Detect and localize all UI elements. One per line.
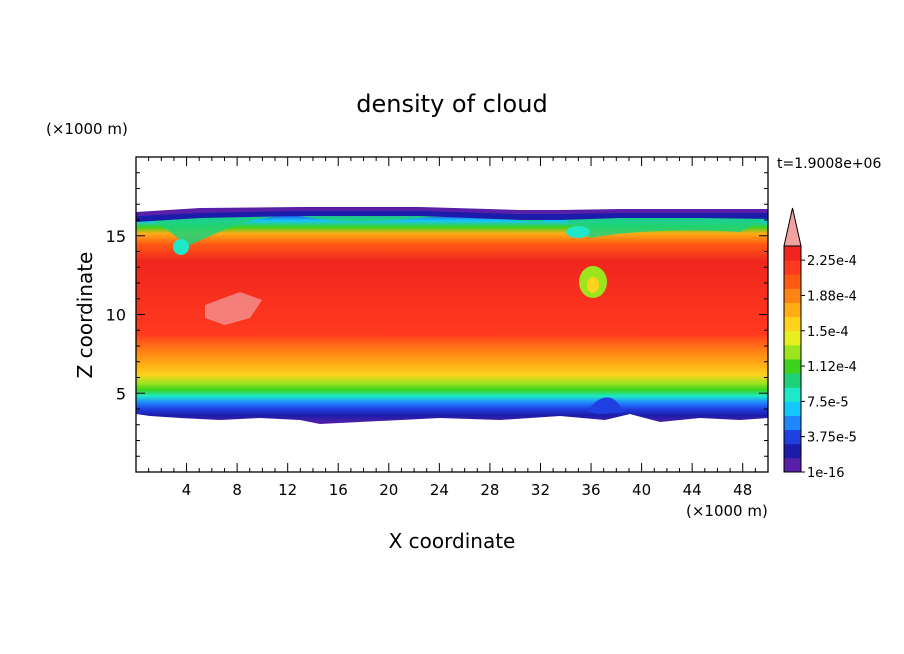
- turret-left: [173, 239, 189, 255]
- x-tick-label: 4: [182, 481, 192, 499]
- x-tick-label: 32: [531, 481, 550, 499]
- cloud-field: [136, 207, 768, 424]
- x-tick-label: 20: [379, 481, 398, 499]
- speckle-region: [205, 292, 262, 325]
- cloud-top-rim: [136, 207, 768, 216]
- x-tick-label: 8: [232, 481, 242, 499]
- colorbar-segment: [784, 344, 801, 360]
- colorbar-label: 3.75e-5: [807, 431, 857, 446]
- y-tick-label: 15: [106, 227, 126, 246]
- colorbar-segment: [784, 302, 801, 318]
- x-axis-ticks: 4 8 12 16 20 24 28 32 36 40 44 48: [148, 157, 756, 499]
- updraft-center: [587, 277, 599, 293]
- x-tick-label: 48: [733, 481, 752, 499]
- colorbar-segment: [784, 415, 801, 431]
- time-label: t=1.9008e+06: [777, 156, 881, 172]
- chart-title: density of cloud: [356, 90, 547, 118]
- x-tick-label: 36: [581, 481, 600, 499]
- colorbar-segment: [784, 288, 801, 303]
- colorbar: 1e-16 3.75e-5 7.5e-5 1.12e-4 1.5e-4 1.88e-4 2.…: [783, 207, 857, 481]
- y-tick-label: 10: [106, 306, 126, 325]
- cloud-top-band: [140, 214, 768, 245]
- y-axis-label: Z coordinate: [73, 252, 97, 379]
- colorbar-label: 1e-16: [807, 466, 845, 481]
- lower-disturbance: [588, 397, 626, 414]
- x-tick-label: 12: [278, 481, 297, 499]
- colorbar-segment: [784, 274, 801, 289]
- colorbar-segment: [784, 457, 801, 473]
- y-tick-label: 5: [116, 384, 126, 403]
- x-tick-label: 28: [480, 481, 499, 499]
- colorbar-segment: [784, 429, 801, 445]
- y-axis-ticks: 5 10 15: [106, 172, 768, 457]
- x-tick-label: 40: [632, 481, 651, 499]
- colorbar-segment: [784, 373, 801, 388]
- cloud-layer: [136, 210, 768, 424]
- colorbar-overflow-triangle: [783, 207, 802, 247]
- colorbar-label: 2.25e-4: [807, 254, 857, 269]
- x-tick-label: 44: [683, 481, 702, 499]
- turret-mid: [566, 226, 590, 238]
- colorbar-segment: [784, 260, 801, 275]
- colorbar-label: 1.88e-4: [807, 289, 857, 304]
- x-tick-label: 24: [430, 481, 449, 499]
- colorbar-segment: [784, 443, 801, 459]
- x-unit-label: (×1000 m): [686, 502, 768, 520]
- colorbar-segment: [784, 401, 801, 416]
- colorbar-label: 7.5e-5: [807, 395, 849, 410]
- colorbar-segment: [784, 316, 801, 332]
- colorbar-segment: [784, 359, 801, 374]
- colorbar-frame: [783, 245, 802, 473]
- colorbar-segment: [784, 246, 801, 261]
- colorbar-segment: [784, 330, 801, 346]
- x-tick-label: 16: [329, 481, 348, 499]
- colorbar-segment: [784, 387, 801, 402]
- y-unit-label: (×1000 m): [46, 120, 128, 138]
- x-axis-label: X coordinate: [389, 529, 516, 553]
- colorbar-label: 1.12e-4: [807, 360, 857, 375]
- colorbar-label: 1.5e-4: [807, 325, 849, 340]
